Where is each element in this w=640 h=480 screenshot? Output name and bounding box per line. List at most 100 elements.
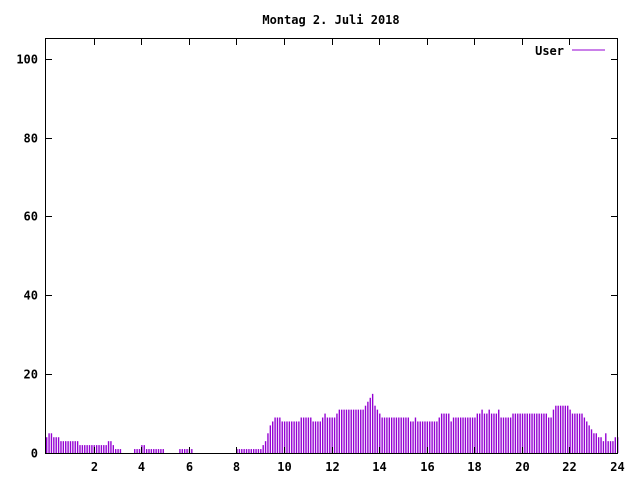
bar <box>46 437 48 453</box>
x-tick-label: 10 <box>277 460 291 474</box>
bars-layer <box>46 393 619 453</box>
bar <box>50 433 53 453</box>
bar <box>578 413 581 453</box>
bar <box>162 449 164 453</box>
x-tick-label: 20 <box>515 460 529 474</box>
bar <box>367 401 369 453</box>
bar <box>436 421 438 453</box>
bar <box>419 421 421 453</box>
bar <box>134 449 136 453</box>
y-tick-label: 0 <box>31 447 38 461</box>
bar <box>274 417 276 453</box>
bar <box>448 413 450 453</box>
bar <box>186 449 188 453</box>
bar <box>62 441 65 453</box>
bar <box>279 417 281 453</box>
bar <box>471 417 474 453</box>
bar <box>283 421 286 453</box>
bar <box>524 413 526 453</box>
bar <box>612 441 614 453</box>
bar <box>302 417 305 453</box>
bar <box>569 409 571 453</box>
bar <box>555 405 557 453</box>
bar <box>362 409 364 453</box>
bar <box>236 449 238 453</box>
bar <box>376 409 379 453</box>
x-tick-label: 16 <box>420 460 434 474</box>
bar <box>469 417 471 453</box>
bar <box>248 449 250 453</box>
bar <box>295 421 298 453</box>
bar <box>138 449 141 453</box>
bar <box>429 421 431 453</box>
bar <box>95 445 98 453</box>
bar <box>57 437 60 453</box>
bar <box>157 449 160 453</box>
bar <box>464 417 467 453</box>
legend-label-user: User <box>535 44 564 58</box>
bar <box>550 417 552 453</box>
bar <box>426 421 429 453</box>
x-tick-label: 24 <box>610 460 624 474</box>
bar <box>379 413 381 453</box>
bar <box>91 445 93 453</box>
y-tick-label: 80 <box>24 132 38 146</box>
bar <box>567 405 569 453</box>
bar <box>486 413 488 453</box>
bar <box>614 437 616 453</box>
bar <box>269 425 272 453</box>
bar <box>462 417 464 453</box>
bar <box>81 445 84 453</box>
bar <box>314 421 317 453</box>
bar <box>521 413 524 453</box>
bar <box>312 421 314 453</box>
bar <box>574 413 576 453</box>
bar <box>495 413 498 453</box>
bar <box>383 417 386 453</box>
bar <box>452 417 455 453</box>
x-tick-label: 4 <box>138 460 145 474</box>
bar <box>179 449 181 453</box>
bar <box>331 417 333 453</box>
bar <box>533 413 536 453</box>
bar <box>605 433 607 453</box>
bar <box>414 417 417 453</box>
legend: User <box>535 44 605 58</box>
bar <box>100 445 103 453</box>
bar <box>583 417 586 453</box>
bar <box>564 405 567 453</box>
bar <box>238 449 241 453</box>
bar <box>402 417 405 453</box>
bar <box>548 417 550 453</box>
bar <box>498 409 500 453</box>
bar <box>88 445 91 453</box>
bar <box>597 437 600 453</box>
bar <box>264 441 267 453</box>
bar <box>336 413 338 453</box>
bar <box>74 441 76 453</box>
bar <box>528 413 531 453</box>
bar <box>350 409 352 453</box>
bar <box>467 417 469 453</box>
bar <box>262 445 264 453</box>
bar <box>455 417 457 453</box>
bar <box>145 449 148 453</box>
bar <box>476 413 479 453</box>
bar <box>245 449 248 453</box>
bar <box>540 413 543 453</box>
bar <box>321 417 324 453</box>
bar <box>405 417 407 453</box>
y-tick-label: 100 <box>16 53 38 67</box>
bar <box>531 413 533 453</box>
bar <box>355 409 357 453</box>
bar <box>443 413 445 453</box>
bar <box>115 449 117 453</box>
bar <box>602 441 605 453</box>
bar <box>421 421 424 453</box>
bar <box>352 409 355 453</box>
bar <box>557 405 559 453</box>
bar <box>488 409 490 453</box>
bar <box>526 413 528 453</box>
bar <box>48 433 50 453</box>
bar <box>136 449 138 453</box>
